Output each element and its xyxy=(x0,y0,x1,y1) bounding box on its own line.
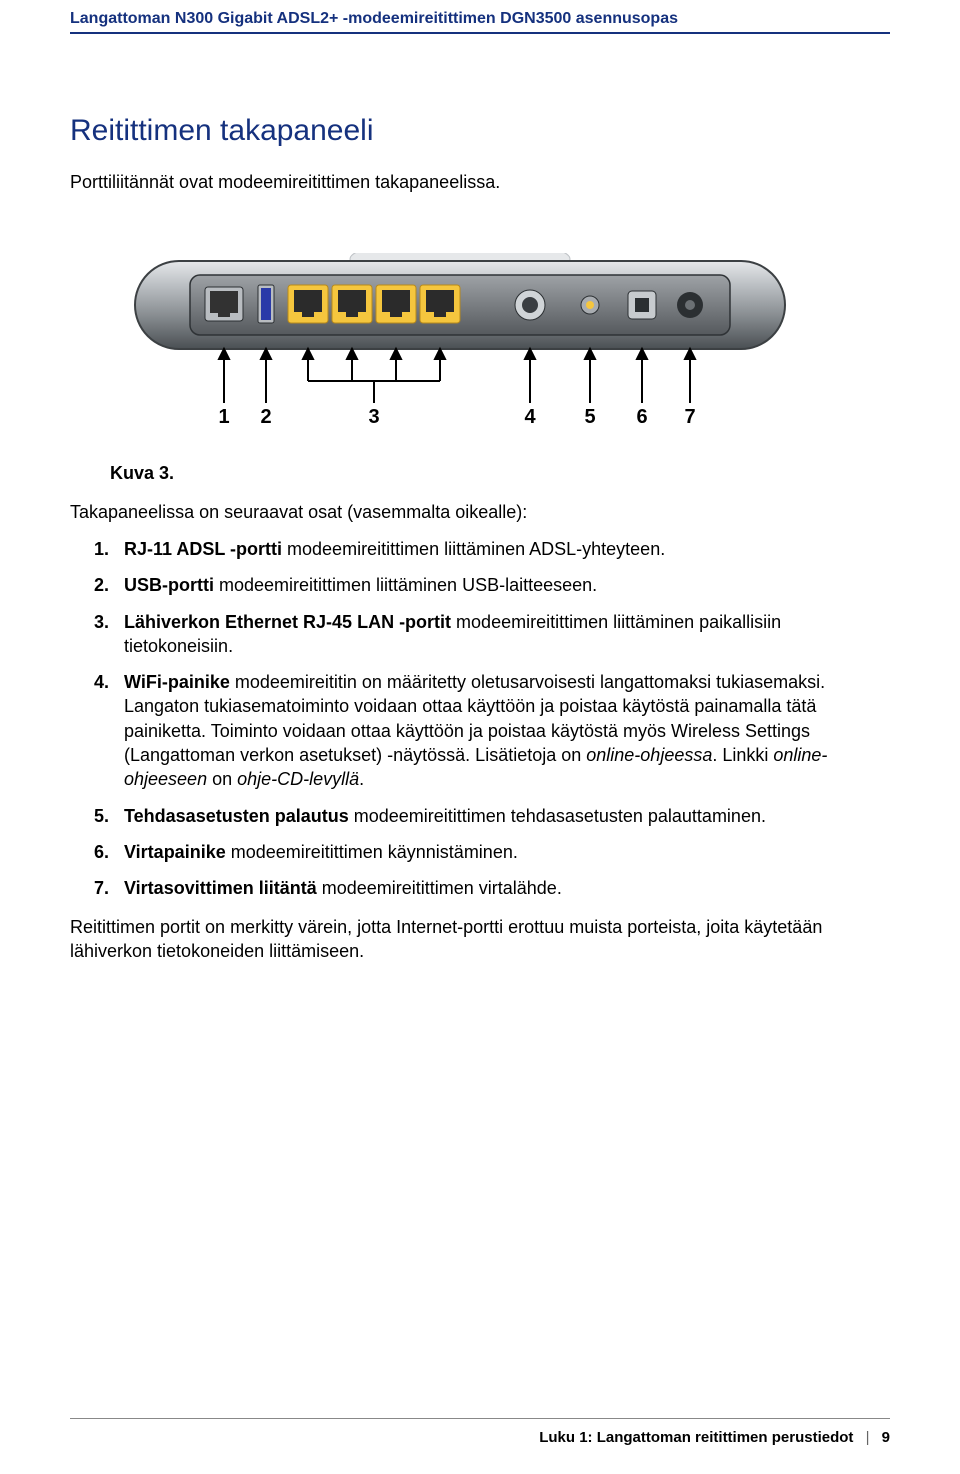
item-text: modeemireitittimen liittäminen ADSL-yhte… xyxy=(282,539,665,559)
list-item: Virtasovittimen liitäntä modeemireititti… xyxy=(94,876,890,900)
footer-separator: | xyxy=(866,1429,870,1446)
svg-text:6: 6 xyxy=(636,406,647,428)
router-illustration: 1 2 3 4 5 6 7 xyxy=(130,253,790,433)
item-label: WiFi-painike xyxy=(124,672,230,692)
dc-jack-icon xyxy=(677,292,703,318)
trailing-paragraph: Reitittimen portit on merkitty värein, j… xyxy=(70,915,890,964)
item-label: Virtasovittimen liitäntä xyxy=(124,878,317,898)
list-item: RJ-11 ADSL -portti modeemireitittimen li… xyxy=(94,537,890,561)
item-label: Virtapainike xyxy=(124,842,226,862)
svg-text:3: 3 xyxy=(368,406,379,428)
list-item: WiFi-painike modeemireititin on määritet… xyxy=(94,670,890,791)
item-text: modeemireitittimen käynnistäminen. xyxy=(226,842,518,862)
item-label: Tehdasasetusten palautus xyxy=(124,806,349,826)
svg-text:7: 7 xyxy=(684,406,695,428)
item-text: modeemireitittimen liittäminen USB-laitt… xyxy=(214,575,597,595)
footer-page-number: 9 xyxy=(882,1429,890,1446)
svg-text:4: 4 xyxy=(524,406,536,428)
section-title: Reitittimen takapaneeli xyxy=(70,114,890,148)
svg-text:1: 1 xyxy=(218,406,229,428)
port-rj11 xyxy=(205,287,243,321)
wifi-button-icon xyxy=(515,290,545,320)
section-intro: Porttiliitännät ovat modeemireitittimen … xyxy=(70,172,890,193)
item-text: . xyxy=(359,769,364,789)
list-item: USB-portti modeemireitittimen liittämine… xyxy=(94,573,890,597)
item-label: RJ-11 ADSL -portti xyxy=(124,539,282,559)
item-label: Lähiverkon Ethernet RJ-45 LAN -portit xyxy=(124,612,451,632)
item-italic: ohje-CD-levyllä xyxy=(237,769,359,789)
item-text: on xyxy=(207,769,237,789)
item-text: modeemireitittimen tehdasasetusten palau… xyxy=(349,806,766,826)
item-label: USB-portti xyxy=(124,575,214,595)
list-lead: Takapaneelissa on seuraavat osat (vasemm… xyxy=(70,502,890,523)
callout-numbers: 1 2 3 4 5 6 7 xyxy=(218,406,695,428)
list-item: Tehdasasetusten palautus modeemireititti… xyxy=(94,804,890,828)
list-item: Lähiverkon Ethernet RJ-45 LAN -portit mo… xyxy=(94,610,890,659)
figure-caption: Kuva 3. xyxy=(110,463,890,484)
port-list: RJ-11 ADSL -portti modeemireitittimen li… xyxy=(70,537,890,901)
item-text: modeemireitittimen virtalähde. xyxy=(317,878,562,898)
footer-chapter: Luku 1: Langattoman reitittimen perustie… xyxy=(539,1429,853,1446)
item-italic: online-ohjeessa xyxy=(586,745,712,765)
power-button-icon xyxy=(628,291,656,319)
running-header: Langattoman N300 Gigabit ADSL2+ -modeemi… xyxy=(70,10,890,34)
list-item: Virtapainike modeemireitittimen käynnist… xyxy=(94,840,890,864)
callout-arrows xyxy=(219,349,695,403)
page-footer: Luku 1: Langattoman reitittimen perustie… xyxy=(70,1418,890,1446)
reset-hole-icon xyxy=(581,296,599,314)
port-usb xyxy=(258,285,274,323)
item-text: . Linkki xyxy=(712,745,773,765)
svg-text:5: 5 xyxy=(584,406,595,428)
svg-text:2: 2 xyxy=(260,406,271,428)
router-figure: 1 2 3 4 5 6 7 xyxy=(130,253,890,433)
